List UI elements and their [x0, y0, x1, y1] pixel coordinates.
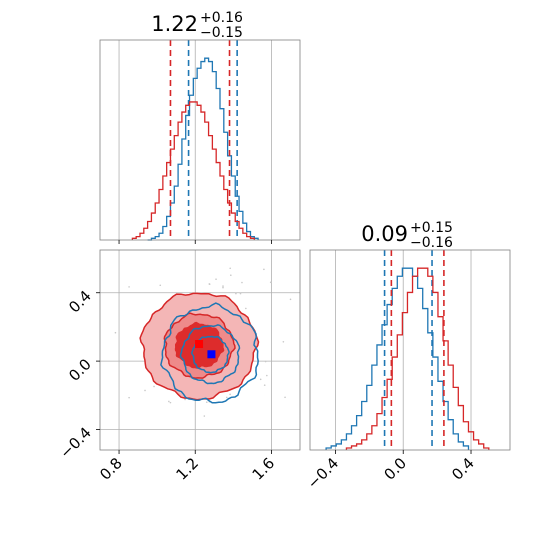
top-marginal-red-histogram — [131, 101, 255, 240]
joint-sample-point — [343, 332, 345, 334]
joint-sample-point — [179, 231, 181, 233]
joint-sample-point — [259, 378, 262, 381]
right-marginal-title-minus: −0.16 — [410, 235, 453, 251]
right-marginal-red-histogram — [345, 267, 490, 450]
joint-sample-point — [282, 340, 285, 343]
joint-blue-marker — [207, 350, 216, 359]
joint-sample-point — [153, 385, 155, 388]
joint-sample-point — [215, 278, 217, 280]
joint-sample-point — [169, 401, 172, 404]
top-marginal-blue-histogram — [147, 57, 259, 241]
joint-sample-point — [184, 398, 186, 401]
joint-sample-point — [203, 415, 206, 417]
right-marginal-title-plus: +0.15 — [410, 220, 453, 236]
joint-sample-point — [245, 307, 247, 310]
joint-sample-point — [144, 389, 146, 392]
joint-sample-point — [241, 281, 243, 284]
top-marginal-frame — [99, 39, 301, 241]
joint-sample-point — [128, 396, 130, 399]
joint-sample-point — [229, 267, 231, 270]
joint-x-tick-label: 1.2 — [172, 454, 202, 484]
joint-sample-point — [263, 268, 265, 271]
right-marginal-panel: −0.4 0.0 0.4 0.09 +0.15 −0.16 — [304, 220, 511, 493]
joint-x-tick-label: 1.6 — [249, 454, 279, 484]
top-marginal-title-plus: +0.16 — [200, 10, 243, 26]
joint-sample-point — [284, 396, 286, 399]
joint-sample-point — [235, 292, 237, 295]
joint-blue-contour-middle — [179, 324, 241, 385]
top-marginal-title-minus: −0.15 — [200, 25, 243, 41]
joint-red-contour-outer — [139, 292, 260, 401]
joint-sample-point — [264, 360, 267, 363]
joint-sample-point — [263, 384, 266, 386]
joint-sample-point — [269, 281, 272, 284]
right-marginal-x-tick-label: 0.0 — [380, 454, 410, 484]
right-marginal-x-tick-label: −0.4 — [304, 454, 342, 492]
joint-contour-panel: 0.8 1.2 1.6 −0.4 0.0 0.4 — [56, 231, 345, 484]
joint-blue-contour-outer — [160, 302, 259, 404]
joint-blue-contour-inner — [190, 335, 230, 374]
joint-red-contour-middle — [163, 312, 236, 379]
joint-sample-point — [289, 298, 292, 301]
right-marginal-frame — [309, 249, 511, 451]
joint-x-tick-label: 0.8 — [96, 454, 126, 484]
joint-sample-point — [239, 292, 242, 295]
joint-sample-point — [122, 245, 124, 247]
joint-sample-point — [229, 393, 231, 396]
joint-sample-point — [114, 331, 117, 334]
joint-sample-point — [222, 286, 224, 289]
joint-sample-point — [266, 374, 268, 377]
joint-sample-point — [205, 401, 208, 403]
joint-sample-point — [168, 400, 170, 403]
right-marginal-title-value: 0.09 — [361, 222, 408, 246]
joint-red-marker — [195, 340, 204, 349]
joint-sample-point — [230, 274, 232, 277]
joint-sample-point — [208, 283, 211, 285]
joint-sample-point — [128, 286, 130, 288]
right-marginal-blue-histogram — [325, 267, 470, 450]
joint-y-tick-label: −0.4 — [56, 424, 94, 462]
top-marginal-panel: 1.22 +0.16 −0.15 — [99, 10, 301, 244]
joint-contour-frame — [99, 249, 301, 451]
joint-sample-point — [222, 285, 224, 287]
right-marginal-x-tick-label: 0.4 — [448, 454, 478, 484]
joint-sample-point — [225, 396, 228, 399]
top-marginal-title-value: 1.22 — [151, 12, 198, 36]
joint-sample-point — [159, 284, 162, 287]
joint-y-tick-label: 0.4 — [65, 287, 95, 317]
joint-y-tick-label: 0.0 — [65, 355, 95, 385]
